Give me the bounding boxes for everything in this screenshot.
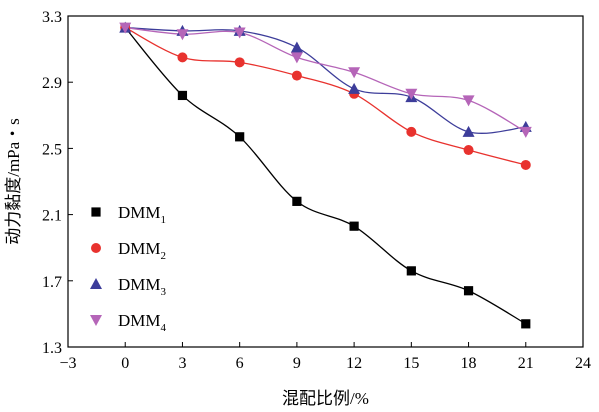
series-4-point <box>233 27 246 39</box>
x-tick-label: 12 <box>346 355 362 372</box>
series-1-point <box>521 319 531 329</box>
series-1-curve <box>124 27 527 325</box>
series-2-point <box>177 52 188 63</box>
series-2-point <box>406 126 417 137</box>
legend-marker-4 <box>90 315 102 326</box>
series-1-point <box>463 286 474 296</box>
series-4-point <box>462 95 475 107</box>
series-2-point <box>520 159 531 170</box>
series-1-point <box>177 90 188 101</box>
series-2-point <box>291 70 302 81</box>
legend-label-3: DMM3 <box>118 275 167 298</box>
y-tick-label: 3.3 <box>42 9 62 26</box>
y-axis-title: 动力黏度/mPa・s <box>4 118 23 245</box>
series-curves <box>124 26 527 325</box>
legend: DMM1 DMM2 DMM3 DMM4 <box>90 203 167 334</box>
x-tick-label: 18 <box>461 355 477 372</box>
x-tick-label: 21 <box>518 355 534 372</box>
x-tick-label: 6 <box>236 355 244 372</box>
series-4-point <box>519 126 532 138</box>
series-3-point <box>462 125 475 137</box>
series-4-point <box>348 67 361 79</box>
series-4-point <box>119 22 132 34</box>
legend-marker-1 <box>91 207 101 217</box>
series-1-point <box>235 132 245 142</box>
x-axis: −3 0 3 6 9 12 15 18 21 24 <box>59 342 591 372</box>
y-tick-label: 2.9 <box>42 75 62 92</box>
series-4-curve <box>125 26 527 133</box>
x-axis-title: 混配比例/% <box>282 389 369 408</box>
series-4-point <box>405 88 418 100</box>
y-tick-label: 2.5 <box>42 141 62 158</box>
x-tick-label: −3 <box>59 355 76 372</box>
legend-label-2: DMM2 <box>118 239 166 262</box>
series-4-point <box>176 29 189 41</box>
x-tick-label: 24 <box>575 355 591 372</box>
y-tick-label: 1.7 <box>42 274 62 291</box>
series-3-curve <box>125 26 526 134</box>
legend-marker-3 <box>90 278 102 289</box>
series-3-point <box>290 41 303 53</box>
series-2-point <box>234 57 245 68</box>
x-tick-label: 3 <box>178 355 186 372</box>
series-3-point <box>348 82 361 94</box>
y-axis: 1.3 1.7 2.1 2.5 2.9 3.3 <box>42 9 73 357</box>
y-tick-label: 2.1 <box>42 208 62 225</box>
legend-label-1: DMM1 <box>118 203 166 226</box>
series-2-point <box>463 145 474 156</box>
plot-frame <box>67 15 584 348</box>
series-1-point <box>349 221 359 231</box>
legend-marker-2 <box>91 243 101 253</box>
x-tick-label: 0 <box>121 355 129 372</box>
plot-border <box>67 15 584 348</box>
legend-label-4: DMM4 <box>118 311 167 334</box>
series-4-point <box>290 52 303 64</box>
series-1-point <box>292 196 302 206</box>
x-tick-label: 15 <box>403 355 419 372</box>
series-1-point <box>406 266 416 276</box>
y-tick-label: 1.3 <box>42 340 62 357</box>
x-tick-label: 9 <box>293 355 301 372</box>
series-markers <box>119 21 532 329</box>
